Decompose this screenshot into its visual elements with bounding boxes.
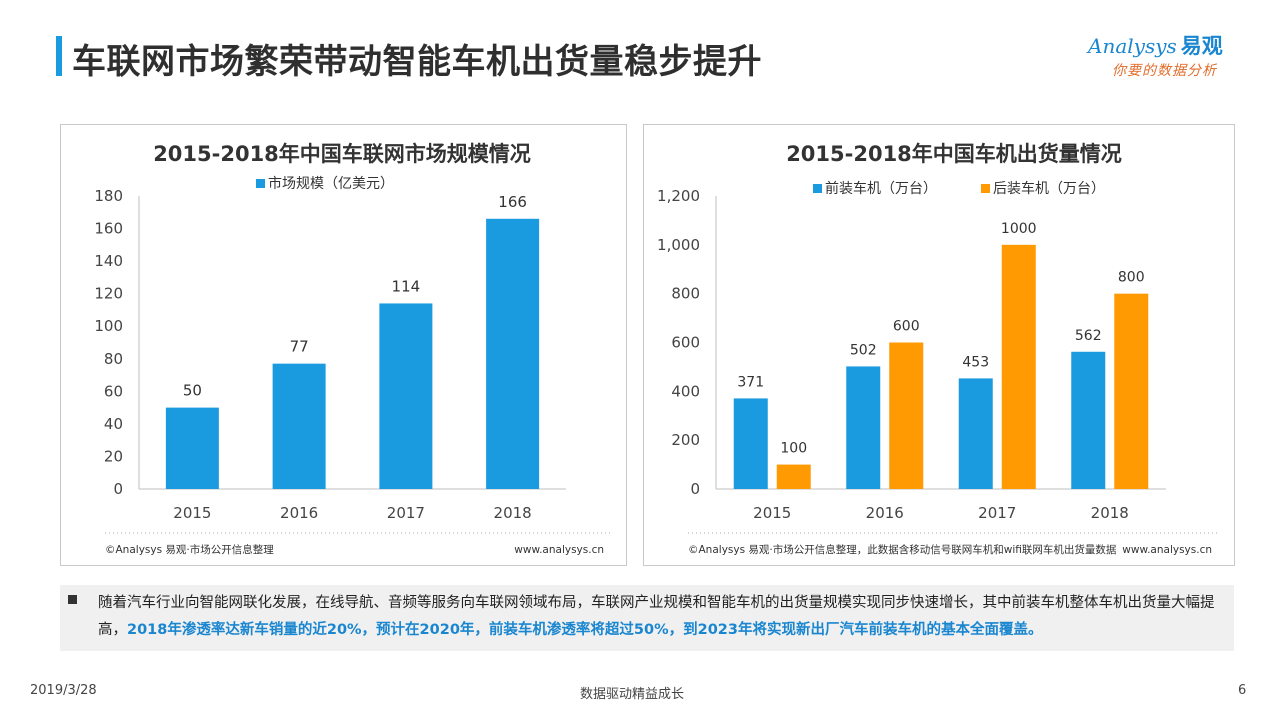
title-accent-bar: [56, 36, 62, 76]
chart-2-legend-swatch-1: [813, 184, 822, 193]
chart-1-y-tick-label: 140: [94, 252, 123, 270]
bullet-square-icon: [68, 595, 77, 604]
chart-2-bar-2015-s1: [733, 398, 768, 489]
chart-2-bar-2017-s2: [1001, 244, 1036, 489]
chart-1-x-tick-label: 2015: [173, 504, 211, 522]
chart-2-y-tick-label: 0: [690, 480, 700, 498]
market-size-chart-panel: 2015-2018年中国车联网市场规模情况市场规模（亿美元） 0 20 40 60 80 1…: [60, 124, 627, 566]
chart-1-bar-2018-s1: [486, 218, 540, 489]
chart-1-bar-2017-s1: [379, 303, 433, 489]
page-title: 车联网市场繁荣带动智能车机出货量稳步提升: [72, 42, 762, 82]
summary-text: 随着汽车行业向智能网联化发展，在线导航、音频等服务向车联网领域布局，车联网产业规…: [98, 595, 1215, 638]
chart-1-data-label: 50: [183, 382, 202, 400]
chart-1-x-tick-label: 2016: [280, 504, 318, 522]
analysys-logo: Analysys 易观 你要的数据分析: [1088, 30, 1258, 82]
summary-note: 随着汽车行业向智能网联化发展，在线导航、音频等服务向车联网领域布局，车联网产业规…: [60, 585, 1234, 651]
chart-1-bar-2015-s1: [165, 407, 219, 489]
chart-1-y-tick-label: 120: [94, 285, 123, 303]
chart-2-title: 2015-2018年中国车机出货量情况: [786, 142, 1122, 166]
chart-2-bar-2016-s2: [889, 342, 924, 489]
chart-2-x-tick-label: 2017: [978, 504, 1016, 522]
chart-2-data-label: 800: [1118, 270, 1145, 286]
chart-2-legend-swatch-2: [981, 184, 990, 193]
chart-1-legend-label-1: 市场规模（亿美元）: [268, 175, 394, 192]
chart-2-data-label: 371: [737, 374, 764, 390]
chart-2-data-label: 1000: [1001, 221, 1037, 237]
chart-2-bar-2016-s1: [846, 366, 881, 489]
chart-2-data-label: 502: [850, 342, 877, 358]
chart-2-bar-2017-s1: [958, 378, 993, 489]
footer-date: 2019/3/28: [30, 683, 97, 698]
chart-1-data-label: 114: [392, 277, 421, 295]
chart-2-data-label: 100: [780, 441, 807, 457]
chart-1-y-tick-label: 180: [94, 187, 123, 205]
chart-1-website: www.analysys.cn: [514, 544, 604, 556]
chart-1-title: 2015-2018年中国车联网市场规模情况: [153, 142, 531, 166]
chart-1-y-tick-label: 100: [94, 317, 123, 335]
summary-highlight: 2018年渗透率达新车销量的近20%，预计在2020年，前装车机渗透率将超过50…: [127, 622, 1043, 638]
chart-1-data-label: 166: [498, 193, 527, 211]
chart-2-data-label: 453: [962, 354, 989, 370]
chart-2-bar-2015-s2: [776, 464, 811, 489]
chart-2-y-tick-label: 1,000: [657, 236, 700, 254]
shipment-chart-panel: 2015-2018年中国车机出货量情况前装车机（万台） 后装车机（万台） 0 200 4…: [643, 124, 1235, 566]
footer-slogan: 数据驱动精益成长: [580, 687, 685, 702]
chart-1-y-tick-label: 80: [104, 350, 123, 368]
chart-1-legend-swatch-1: [256, 179, 265, 188]
chart-2-y-tick-label: 800: [671, 285, 700, 303]
chart-2-bar-2018-s1: [1071, 351, 1106, 489]
chart-2-website: www.analysys.cn: [1122, 544, 1212, 556]
logo-wordmark: Analysys 易观: [1088, 34, 1223, 58]
chart-2-y-tick-label: 200: [671, 431, 700, 449]
chart-1-data-label: 77: [290, 338, 309, 356]
page-number: 6: [1238, 683, 1247, 698]
chart-2-source-note: ©Analysys 易观·市场公开信息整理，此数据含移动信号联网车机和wifi联…: [688, 543, 1117, 556]
chart-1-y-tick-label: 40: [104, 415, 123, 433]
chart-2-legend-label-1: 前装车机（万台）: [825, 180, 937, 197]
chart-1-x-tick-label: 2017: [387, 504, 425, 522]
chart-2-data-label: 562: [1075, 328, 1102, 344]
chart-2-data-label: 600: [893, 319, 920, 335]
chart-2-y-tick-label: 400: [671, 382, 700, 400]
chart-2-y-tick-label: 1,200: [657, 187, 700, 205]
chart-1-x-tick-label: 2018: [494, 504, 532, 522]
chart-1-y-tick-label: 0: [113, 480, 123, 498]
logo-slogan: 你要的数据分析: [1112, 63, 1217, 79]
chart-1-y-tick-label: 60: [104, 382, 123, 400]
chart-1-source-note: ©Analysys 易观·市场公开信息整理: [105, 543, 274, 556]
chart-1-y-tick-label: 20: [104, 447, 123, 465]
chart-2-y-tick-label: 600: [671, 334, 700, 352]
chart-2-bar-2018-s2: [1114, 293, 1149, 489]
chart-2-x-tick-label: 2018: [1091, 504, 1129, 522]
chart-2-x-tick-label: 2016: [866, 504, 904, 522]
chart-2-x-tick-label: 2015: [753, 504, 791, 522]
chart-1-y-tick-label: 160: [94, 220, 123, 238]
chart-2-legend-label-2: 后装车机（万台）: [993, 180, 1105, 197]
chart-1-bar-2016-s1: [272, 363, 326, 489]
